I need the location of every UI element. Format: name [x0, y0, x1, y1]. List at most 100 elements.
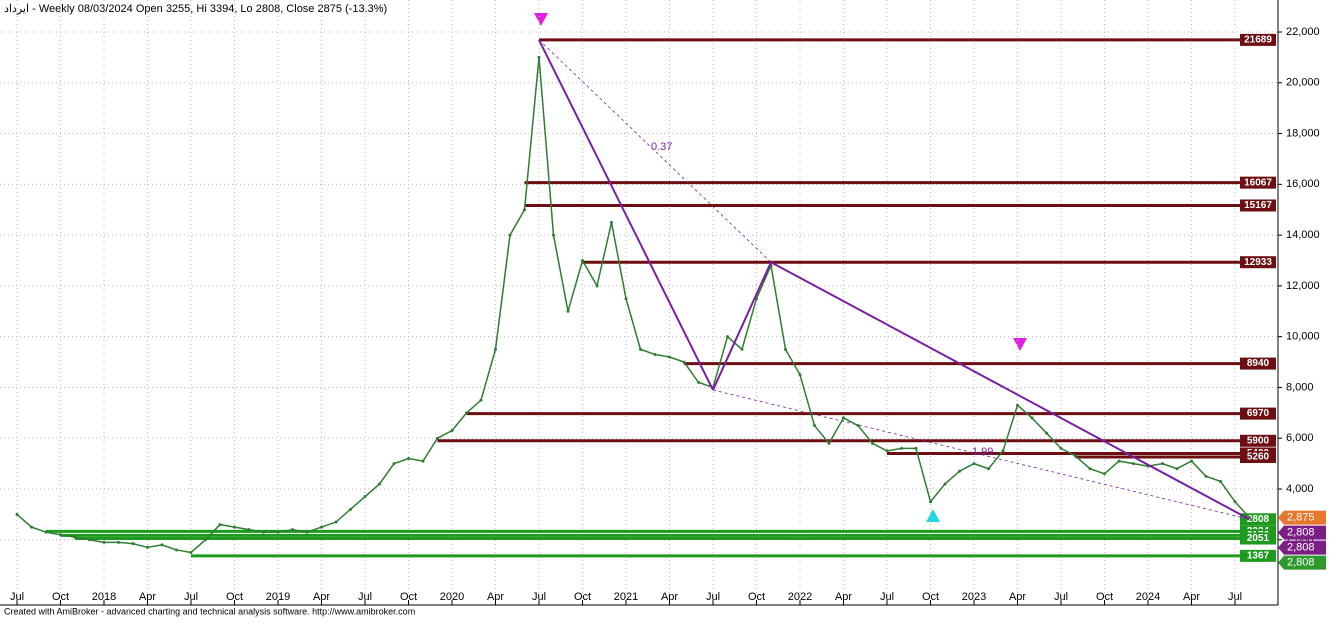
price-point	[682, 360, 686, 364]
price-point	[421, 459, 425, 463]
price-point	[1117, 459, 1121, 463]
resistance-label: 15167	[1244, 200, 1272, 211]
x-tick-label: Jul	[10, 591, 24, 603]
price-point	[363, 495, 367, 499]
price-point	[972, 462, 976, 466]
price-point	[581, 259, 584, 263]
price-point	[218, 523, 222, 527]
price-point	[1190, 459, 1193, 463]
price-point	[1088, 467, 1092, 471]
resistance-level-box	[1240, 357, 1276, 370]
price-point	[334, 520, 338, 524]
price-point	[160, 543, 164, 547]
price-point	[117, 540, 120, 544]
price-point	[204, 538, 207, 542]
price-point	[798, 373, 802, 377]
price-tag	[1278, 525, 1326, 540]
price-point	[552, 233, 555, 237]
x-tick-label: Oct	[1096, 591, 1113, 603]
footer: Created with AmiBroker - advanced charti…	[4, 606, 415, 616]
zigzag	[770, 261, 1250, 521]
price-point	[1045, 431, 1048, 435]
x-tick-label: Jul	[880, 591, 894, 603]
price-point	[262, 530, 265, 534]
x-tick-label: 2022	[788, 591, 812, 603]
price-point	[653, 352, 657, 356]
resistance-level-box	[1240, 434, 1276, 447]
price-point	[929, 500, 932, 504]
resistance-label: 5900	[1247, 435, 1270, 446]
resistance-label: 21689	[1244, 35, 1272, 46]
price-point	[291, 528, 294, 532]
price-point	[88, 538, 91, 542]
price-tag-label: 2,875	[1287, 511, 1315, 523]
x-tick-label: Jul	[1228, 591, 1242, 603]
price-point	[392, 462, 396, 466]
x-tick-label: Oct	[226, 591, 243, 603]
price-point	[1074, 454, 1077, 458]
x-tick-label: 2019	[266, 591, 290, 603]
y-tick-label: 8,000	[1286, 381, 1314, 393]
price-point	[276, 530, 280, 534]
price-point	[958, 469, 961, 473]
y-tick-label: 22,000	[1286, 26, 1320, 38]
support-label: 2808	[1247, 514, 1270, 525]
x-tick-label: 2018	[92, 591, 116, 603]
price-point	[508, 233, 512, 237]
x-tick-label: 2024	[1136, 591, 1160, 603]
x-tick-label: Jul	[1054, 591, 1068, 603]
price-point	[624, 297, 628, 301]
price-line	[16, 57, 1251, 554]
resistance-level-box	[1240, 176, 1276, 189]
y-tick-label: 20,000	[1286, 77, 1320, 89]
price-point	[59, 533, 62, 537]
x-tick-label: Oct	[52, 591, 69, 603]
zigzag	[538, 39, 714, 391]
resistance-level-box	[1240, 33, 1276, 46]
price-point	[247, 528, 251, 532]
price-point	[842, 416, 845, 420]
annotation: 1.99	[972, 446, 993, 458]
price-point	[436, 436, 439, 440]
price-point	[900, 446, 903, 450]
price-point	[740, 347, 744, 351]
price-point	[102, 540, 106, 544]
y-tick-label: 14,000	[1286, 229, 1320, 241]
price-point	[885, 449, 889, 453]
x-tick-label: Apr	[139, 591, 156, 603]
price-point	[856, 424, 860, 428]
price-point	[697, 380, 700, 384]
price-point	[73, 535, 77, 539]
price-point	[146, 545, 149, 549]
price-tag	[1278, 540, 1326, 555]
price-tag	[1278, 510, 1326, 525]
top-marker	[534, 13, 548, 26]
x-tick-label: 2023	[962, 591, 986, 603]
x-tick-label: Oct	[922, 591, 939, 603]
price-tag	[1278, 555, 1326, 570]
support-label: 2051	[1247, 533, 1270, 544]
price-point	[1001, 449, 1005, 453]
price-tag-label: 2,808	[1287, 526, 1315, 538]
price-point	[15, 512, 19, 516]
price-point	[131, 542, 135, 546]
x-tick-label: 2020	[440, 591, 464, 603]
price-point	[407, 457, 410, 461]
price-point	[30, 525, 33, 529]
resistance-label: 5260	[1247, 452, 1270, 463]
price-point	[987, 467, 990, 471]
price-point	[595, 284, 599, 288]
x-tick-label: Oct	[748, 591, 765, 603]
price-point	[1233, 500, 1237, 504]
price-tag-label: 2,808	[1287, 541, 1315, 553]
price-point	[450, 429, 454, 433]
resistance-label: 16067	[1244, 177, 1272, 188]
price-point	[1016, 403, 1019, 407]
y-tick-label: 18,000	[1286, 127, 1320, 139]
price-point	[827, 441, 831, 445]
price-point	[784, 347, 787, 351]
price-point	[668, 355, 671, 359]
y-tick-label: 12,000	[1286, 280, 1320, 292]
